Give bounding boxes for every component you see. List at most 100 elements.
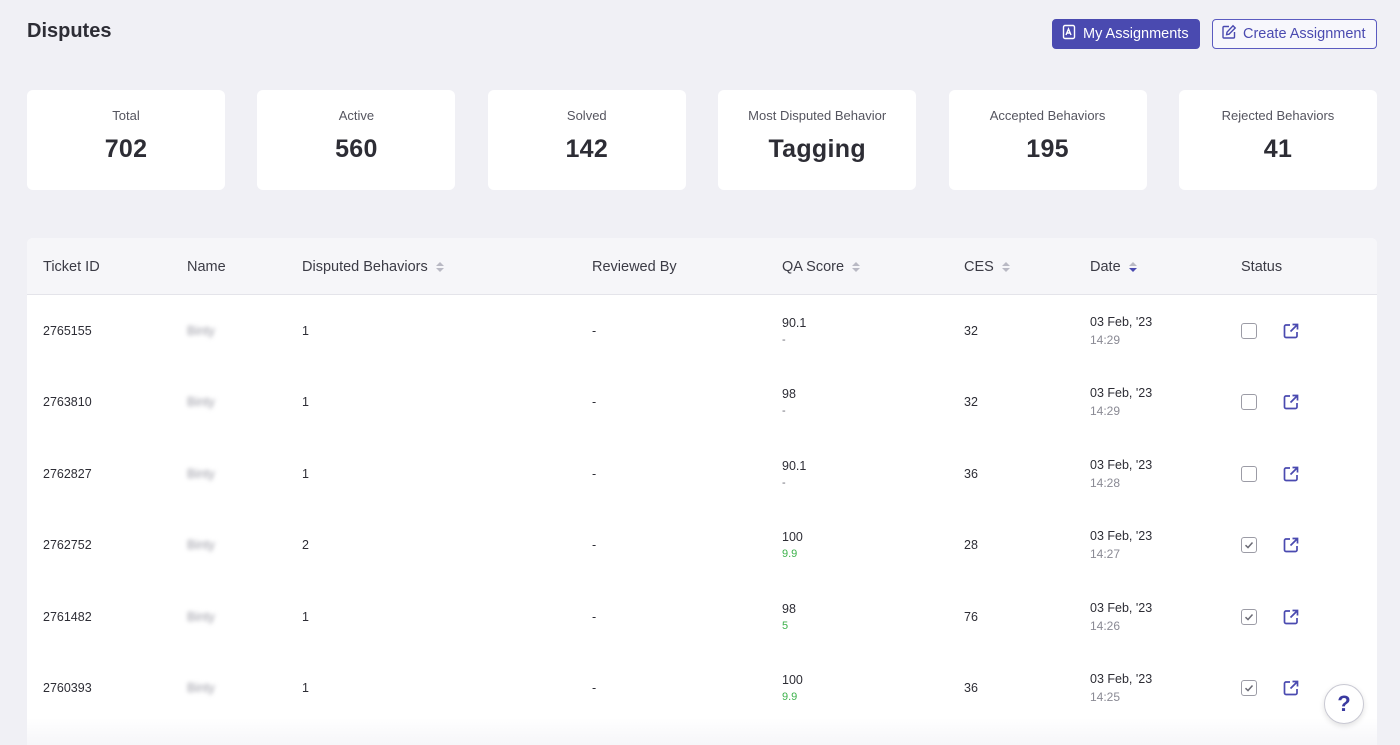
ces-cell: 32 (964, 395, 978, 410)
my-assignments-label: My Assignments (1083, 26, 1189, 42)
stats-cards: Total 702 Active 560 Solved 142 Most Dis… (27, 90, 1377, 190)
stat-value: 142 (565, 135, 609, 163)
stat-card-most-disputed: Most Disputed Behavior Tagging (718, 90, 917, 190)
qa-score-cell: 90.1 - (782, 438, 806, 510)
disputed-behaviors-cell: 1 (302, 609, 309, 624)
disputed-behaviors-cell: 2 (302, 538, 309, 553)
disputed-behaviors-cell: 1 (302, 681, 309, 696)
sort-icon[interactable] (852, 261, 861, 272)
qa-score-sub-value: - (782, 405, 786, 418)
date-cell: 03 Feb, '23 14:26 (1090, 581, 1152, 653)
stat-label: Active (338, 108, 375, 123)
reviewed-by-cell: - (592, 395, 597, 410)
time-value: 14:27 (1090, 547, 1121, 562)
time-value: 14:29 (1090, 404, 1121, 419)
status-checkbox[interactable] (1241, 465, 1257, 482)
table-body: 2765155 Binty 1-90.1-32 03 Feb, '23 14:29 276… (27, 295, 1377, 724)
ces-cell: 28 (964, 538, 978, 553)
disputes-table: Ticket ID Name Disputed Behaviors Review… (27, 238, 1377, 745)
status-checkbox[interactable] (1241, 680, 1257, 697)
qa-score-value: 100 (782, 673, 803, 688)
disputed-behaviors-cell: 1 (302, 395, 309, 410)
date-cell: 03 Feb, '23 14:29 (1090, 367, 1152, 439)
ces-cell: 36 (964, 466, 978, 481)
qa-score-sub-value: 9.9 (782, 691, 798, 704)
table-row[interactable]: 2765155 Binty 1 - 90.1 - 32 03 Feb, '23 14:29 (27, 295, 1377, 367)
name-cell: Binty (187, 395, 215, 410)
stat-card-solved: Solved 142 (487, 90, 686, 190)
external-link-icon[interactable] (1282, 679, 1300, 697)
status-cell (1241, 581, 1300, 653)
stat-value: 41 (1263, 135, 1293, 163)
external-link-icon[interactable] (1282, 465, 1300, 483)
qa-score-sub-value: - (782, 333, 786, 346)
name-cell: Binty (187, 466, 215, 481)
ticket-id-cell: 2760393 (43, 681, 92, 696)
help-button[interactable]: ? (1324, 684, 1364, 724)
external-link-icon[interactable] (1282, 608, 1300, 626)
reviewed-by-cell: - (592, 323, 597, 338)
sort-desc-icon[interactable] (1128, 261, 1137, 272)
date-value: 03 Feb, '23 (1090, 457, 1153, 472)
qa-score-sub-value: 9.9 (782, 548, 798, 561)
status-checkbox[interactable] (1241, 322, 1257, 339)
column-header-name: Name (187, 238, 226, 295)
column-label: QA Score (782, 258, 845, 275)
column-label: Reviewed By (592, 258, 677, 275)
stat-card-rejected: Rejected Behaviors 41 (1178, 90, 1377, 190)
external-link-icon[interactable] (1282, 536, 1300, 554)
sort-icon[interactable] (435, 261, 444, 272)
sort-icon[interactable] (1001, 261, 1010, 272)
external-link-icon[interactable] (1282, 322, 1300, 340)
qa-score-cell: 90.1 - (782, 295, 806, 367)
qa-score-sub-value: 5 (782, 619, 789, 632)
date-value: 03 Feb, '23 (1090, 314, 1153, 329)
disputed-behaviors-cell: 1 (302, 466, 309, 481)
external-link-icon[interactable] (1282, 393, 1300, 411)
date-cell: 03 Feb, '23 14:29 (1090, 295, 1152, 367)
ces-cell: 76 (964, 609, 978, 624)
qa-score-value: 90.1 (782, 458, 807, 473)
status-checkbox[interactable] (1241, 537, 1257, 554)
date-value: 03 Feb, '23 (1090, 672, 1153, 687)
date-cell: 03 Feb, '23 14:28 (1090, 438, 1152, 510)
qa-score-value: 100 (782, 530, 803, 545)
name-cell: Binty (187, 538, 215, 553)
qa-score-value: 90.1 (782, 315, 807, 330)
qa-score-cell: 100 9.9 (782, 653, 803, 725)
qa-score-value: 98 (782, 601, 796, 616)
column-header-disputed-behaviors[interactable]: Disputed Behaviors (302, 238, 444, 295)
status-cell (1241, 438, 1300, 510)
create-assignment-label: Create Assignment (1243, 26, 1366, 42)
stat-label: Rejected Behaviors (1221, 108, 1335, 123)
stat-card-active: Active 560 (257, 90, 456, 190)
help-label: ? (1337, 691, 1351, 716)
table-row[interactable]: 2762827 Binty 1 - 90.1 - 36 03 Feb, '23 14:28 (27, 438, 1377, 510)
reviewed-by-cell: - (592, 609, 597, 624)
ticket-id-cell: 2763810 (43, 395, 92, 410)
column-label: Disputed Behaviors (302, 258, 428, 275)
status-cell (1241, 295, 1300, 367)
create-assignment-button[interactable]: Create Assignment (1212, 19, 1377, 49)
table-row[interactable]: 2763810 Binty 1 - 98 - 32 03 Feb, '23 14:29 (27, 367, 1377, 439)
my-assignments-button[interactable]: My Assignments (1052, 19, 1200, 49)
column-label: Date (1090, 258, 1121, 275)
table-row[interactable]: 2760393 Binty 1-100 9.9 36 03 Feb, '23 14:25 (27, 653, 1377, 725)
column-label: Name (187, 258, 226, 275)
stat-card-total: Total 702 (27, 90, 225, 190)
status-checkbox[interactable] (1241, 394, 1257, 411)
qa-score-value: 98 (782, 387, 796, 402)
date-value: 03 Feb, '23 (1090, 386, 1153, 401)
ticket-id-cell: 2761482 (43, 609, 92, 624)
table-row[interactable]: 2762752 Binty 2-100 9.9 28 03 Feb, '23 14:27 (27, 510, 1377, 582)
disputed-behaviors-cell: 1 (302, 323, 309, 338)
status-checkbox[interactable] (1241, 608, 1257, 625)
column-header-ces[interactable]: CES (964, 238, 1010, 295)
column-header-qa-score[interactable]: QA Score (782, 238, 861, 295)
qa-score-sub-value: - (782, 476, 786, 489)
column-header-date[interactable]: Date (1090, 238, 1137, 295)
qa-score-cell: 100 9.9 (782, 510, 803, 582)
status-cell (1241, 510, 1300, 582)
stat-label: Most Disputed Behavior (748, 108, 887, 123)
table-row[interactable]: 2761482 Binty 1-98 5 76 03 Feb, '23 14:26 (27, 581, 1377, 653)
